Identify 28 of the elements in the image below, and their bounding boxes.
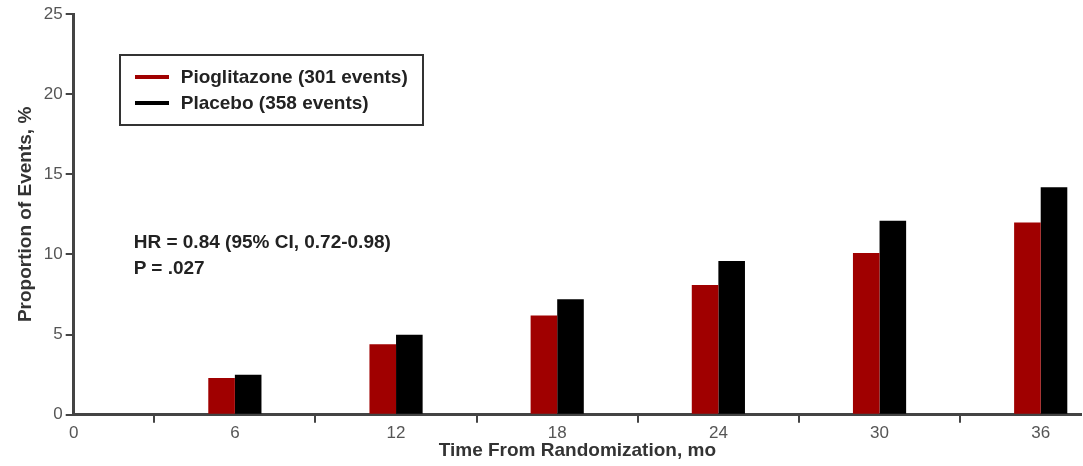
bar: [852, 252, 880, 414]
legend-label: Placebo (358 events): [180, 92, 369, 114]
bar: [1040, 187, 1068, 414]
bar: [396, 334, 423, 414]
bar: [1014, 222, 1041, 414]
annotation: HR = 0.84 (95% CI, 0.72-0.98): [133, 230, 391, 254]
y-axis-title: Proportion of Events, %: [13, 106, 35, 323]
x-tick-label: 6: [230, 422, 240, 442]
y-tick-label: 10: [43, 244, 63, 264]
y-tick-label: 25: [43, 3, 63, 23]
bar: [530, 315, 558, 414]
x-tick-label: 12: [386, 422, 406, 442]
y-tick-label: 15: [43, 164, 63, 184]
x-tick-label: 36: [1031, 422, 1051, 442]
bar: [234, 374, 262, 414]
bar: [557, 299, 584, 414]
bar: [208, 377, 235, 414]
y-tick-label: 5: [53, 324, 63, 344]
bar: [691, 284, 719, 414]
x-tick-label: 30: [870, 422, 889, 442]
annotation: P = .027: [133, 256, 206, 280]
legend-label: Pioglitazone (301 events): [180, 66, 408, 88]
y-tick-label: 0: [53, 404, 63, 424]
y-tick-label: 20: [43, 83, 63, 103]
bar: [369, 344, 397, 414]
bar: [879, 220, 907, 414]
x-tick-label: 0: [68, 422, 79, 442]
bar: [718, 260, 745, 414]
